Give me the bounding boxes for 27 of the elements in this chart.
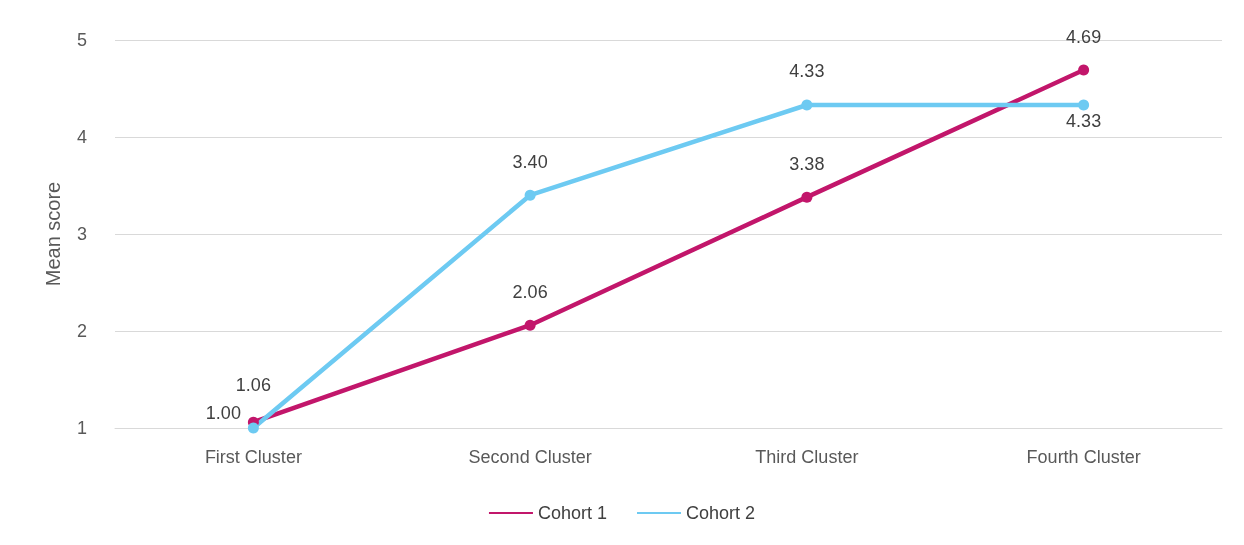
- y-tick-label: 5: [76, 30, 87, 50]
- x-tick-label: First Cluster: [204, 447, 302, 467]
- point: [1078, 99, 1090, 111]
- y-tick-label: 3: [76, 224, 87, 244]
- data-label: 3.40: [512, 151, 548, 172]
- point: [801, 99, 813, 111]
- point: [524, 319, 536, 331]
- data-label: 3.38: [789, 153, 825, 174]
- y-tick-label: 1: [76, 418, 87, 438]
- legend-label: Cohort 1: [537, 503, 608, 523]
- legend-label: Cohort 2: [686, 503, 756, 523]
- data-label: 1.06: [235, 374, 271, 395]
- y-axis-title: Mean score: [42, 181, 64, 287]
- x-tick-label: Second Cluster: [468, 447, 592, 467]
- point: [801, 191, 813, 203]
- x-tick-label: Third Cluster: [755, 447, 859, 467]
- data-label: 1.00: [205, 402, 241, 423]
- point: [1078, 64, 1090, 76]
- y-tick-label: 4: [76, 127, 87, 147]
- y-tick-label: 2: [76, 321, 87, 341]
- data-label: 4.33: [1066, 111, 1102, 132]
- x-tick-label: Fourth Cluster: [1026, 447, 1141, 467]
- data-label: 4.33: [789, 61, 825, 82]
- point: [247, 422, 259, 434]
- data-label: 2.06: [512, 281, 548, 302]
- point: [524, 189, 536, 201]
- data-label: 4.69: [1066, 26, 1102, 47]
